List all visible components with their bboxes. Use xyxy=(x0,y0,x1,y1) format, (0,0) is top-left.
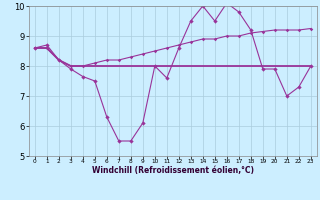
X-axis label: Windchill (Refroidissement éolien,°C): Windchill (Refroidissement éolien,°C) xyxy=(92,166,254,175)
